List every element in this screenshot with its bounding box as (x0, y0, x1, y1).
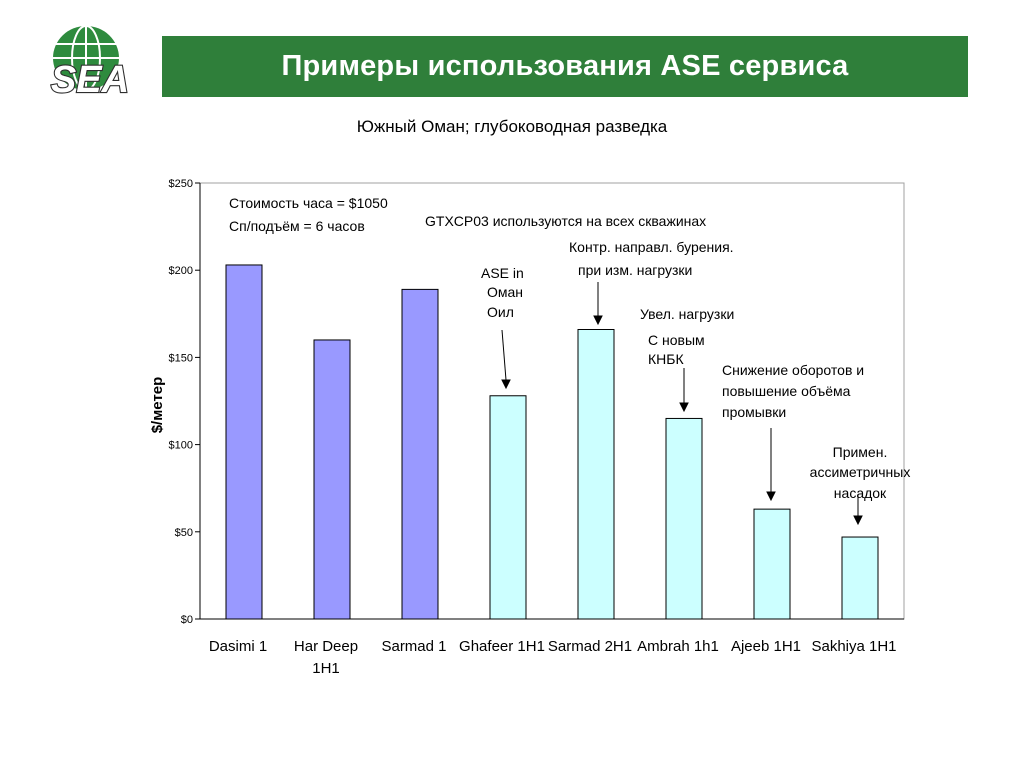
title-bar: Примеры использования ASE сервиса (162, 36, 968, 97)
y-tick-label: $200 (169, 265, 193, 277)
rpm-line-3: промывки (722, 404, 786, 420)
y-axis-label: $/метер (149, 377, 166, 434)
x-tick-label: Sakhiya 1H1 (811, 638, 896, 655)
bar-ajeeb-1h1 (753, 508, 791, 620)
bar-har-deep-1h1 (313, 339, 351, 620)
x-tick-label-line: Sarmad 1 (381, 638, 446, 655)
x-tick-label: Dasimi 1 (209, 638, 267, 655)
cost-line-1: Стоимость часа = $1050 (229, 195, 388, 211)
bars (225, 264, 879, 620)
x-tick-label: Ghafeer 1H1 (459, 638, 545, 655)
ase-line-3: Оил (487, 304, 514, 320)
arrow-sarmad2-head (593, 315, 603, 326)
rpm-line-2: повышение объёма (722, 383, 851, 399)
y-tick-label: $100 (169, 440, 193, 452)
arrow-ghafeer (501, 329, 507, 381)
asym-line-1: Примен. (833, 444, 888, 460)
gtxcp-note: GTXCP03 используются на всех скважинах (425, 213, 706, 229)
x-tick-label-line: Ghafeer 1H1 (459, 638, 545, 655)
load-line-1: Увел. нагрузки (640, 306, 734, 322)
load-line-3: КНБК (648, 351, 684, 367)
annotation-arrows (501, 282, 863, 526)
y-tick-label: $50 (175, 527, 193, 539)
directional-line-2: при изм. нагрузки (578, 262, 692, 278)
arrow-ambrah-head (679, 402, 689, 413)
bar-sakhiya-1h1 (841, 536, 879, 620)
y-tick-label: $0 (181, 614, 193, 626)
bar-ambrah-1h1 (665, 417, 703, 620)
asym-line-3: насадок (834, 485, 887, 501)
ase-line-1: ASE in (481, 265, 524, 281)
rpm-line-1: Снижение оборотов и (722, 362, 864, 378)
arrow-sakhiya-head (853, 515, 863, 526)
sea-logo: SEA (50, 25, 130, 102)
bar-ghafeer-1h1 (489, 395, 527, 620)
plot-area-frame (199, 182, 905, 620)
x-tick-label: Sarmad 1 (381, 638, 446, 655)
x-tick-label-line: Ambrah 1h1 (637, 638, 719, 655)
x-tick-label-line: 1H1 (312, 660, 340, 677)
svg-text:SEA: SEA (51, 59, 129, 101)
x-tick-label: Ajeeb 1H1 (731, 638, 801, 655)
x-tick-label: Ambrah 1h1 (637, 638, 719, 655)
y-tick-label: $150 (169, 352, 193, 364)
cost-line-2: Сп/подъём = 6 часов (229, 218, 365, 234)
globe-icon (53, 25, 119, 91)
load-line-2: С новым (648, 332, 705, 348)
x-tick-label-line: Ajeeb 1H1 (731, 638, 801, 655)
annotations: Стоимость часа = $1050 Сп/подъём = 6 час… (229, 195, 911, 526)
arrow-ghafeer-head (501, 379, 511, 390)
page-title: Примеры использования ASE сервиса (281, 50, 849, 82)
asym-line-2: ассиметричных (810, 464, 911, 480)
directional-line-1: Контр. направл. бурения. (569, 239, 734, 255)
bar-dasimi-1 (225, 264, 263, 620)
x-tick-label-line: Sakhiya 1H1 (811, 638, 896, 655)
x-tick-label-line: Sarmad 2H1 (548, 638, 632, 655)
y-ticks: $0 $50 $100 $150 $200 $250 (169, 178, 200, 626)
x-tick-label: Sarmad 2H1 (548, 638, 632, 655)
ase-line-2: Оман (487, 284, 523, 300)
x-tick-label-line: Dasimi 1 (209, 638, 267, 655)
y-tick-label: $250 (169, 178, 193, 190)
arrow-ajeeb-head (766, 491, 776, 502)
chart-subtitle: Южный Оман; глубоководная разведка (356, 117, 668, 136)
bar-sarmad-2h1 (577, 328, 615, 620)
bar-sarmad-1 (401, 288, 439, 620)
x-tick-label-line: Har Deep (294, 638, 358, 655)
x-tick-label: Har Deep 1H1 (294, 638, 358, 677)
